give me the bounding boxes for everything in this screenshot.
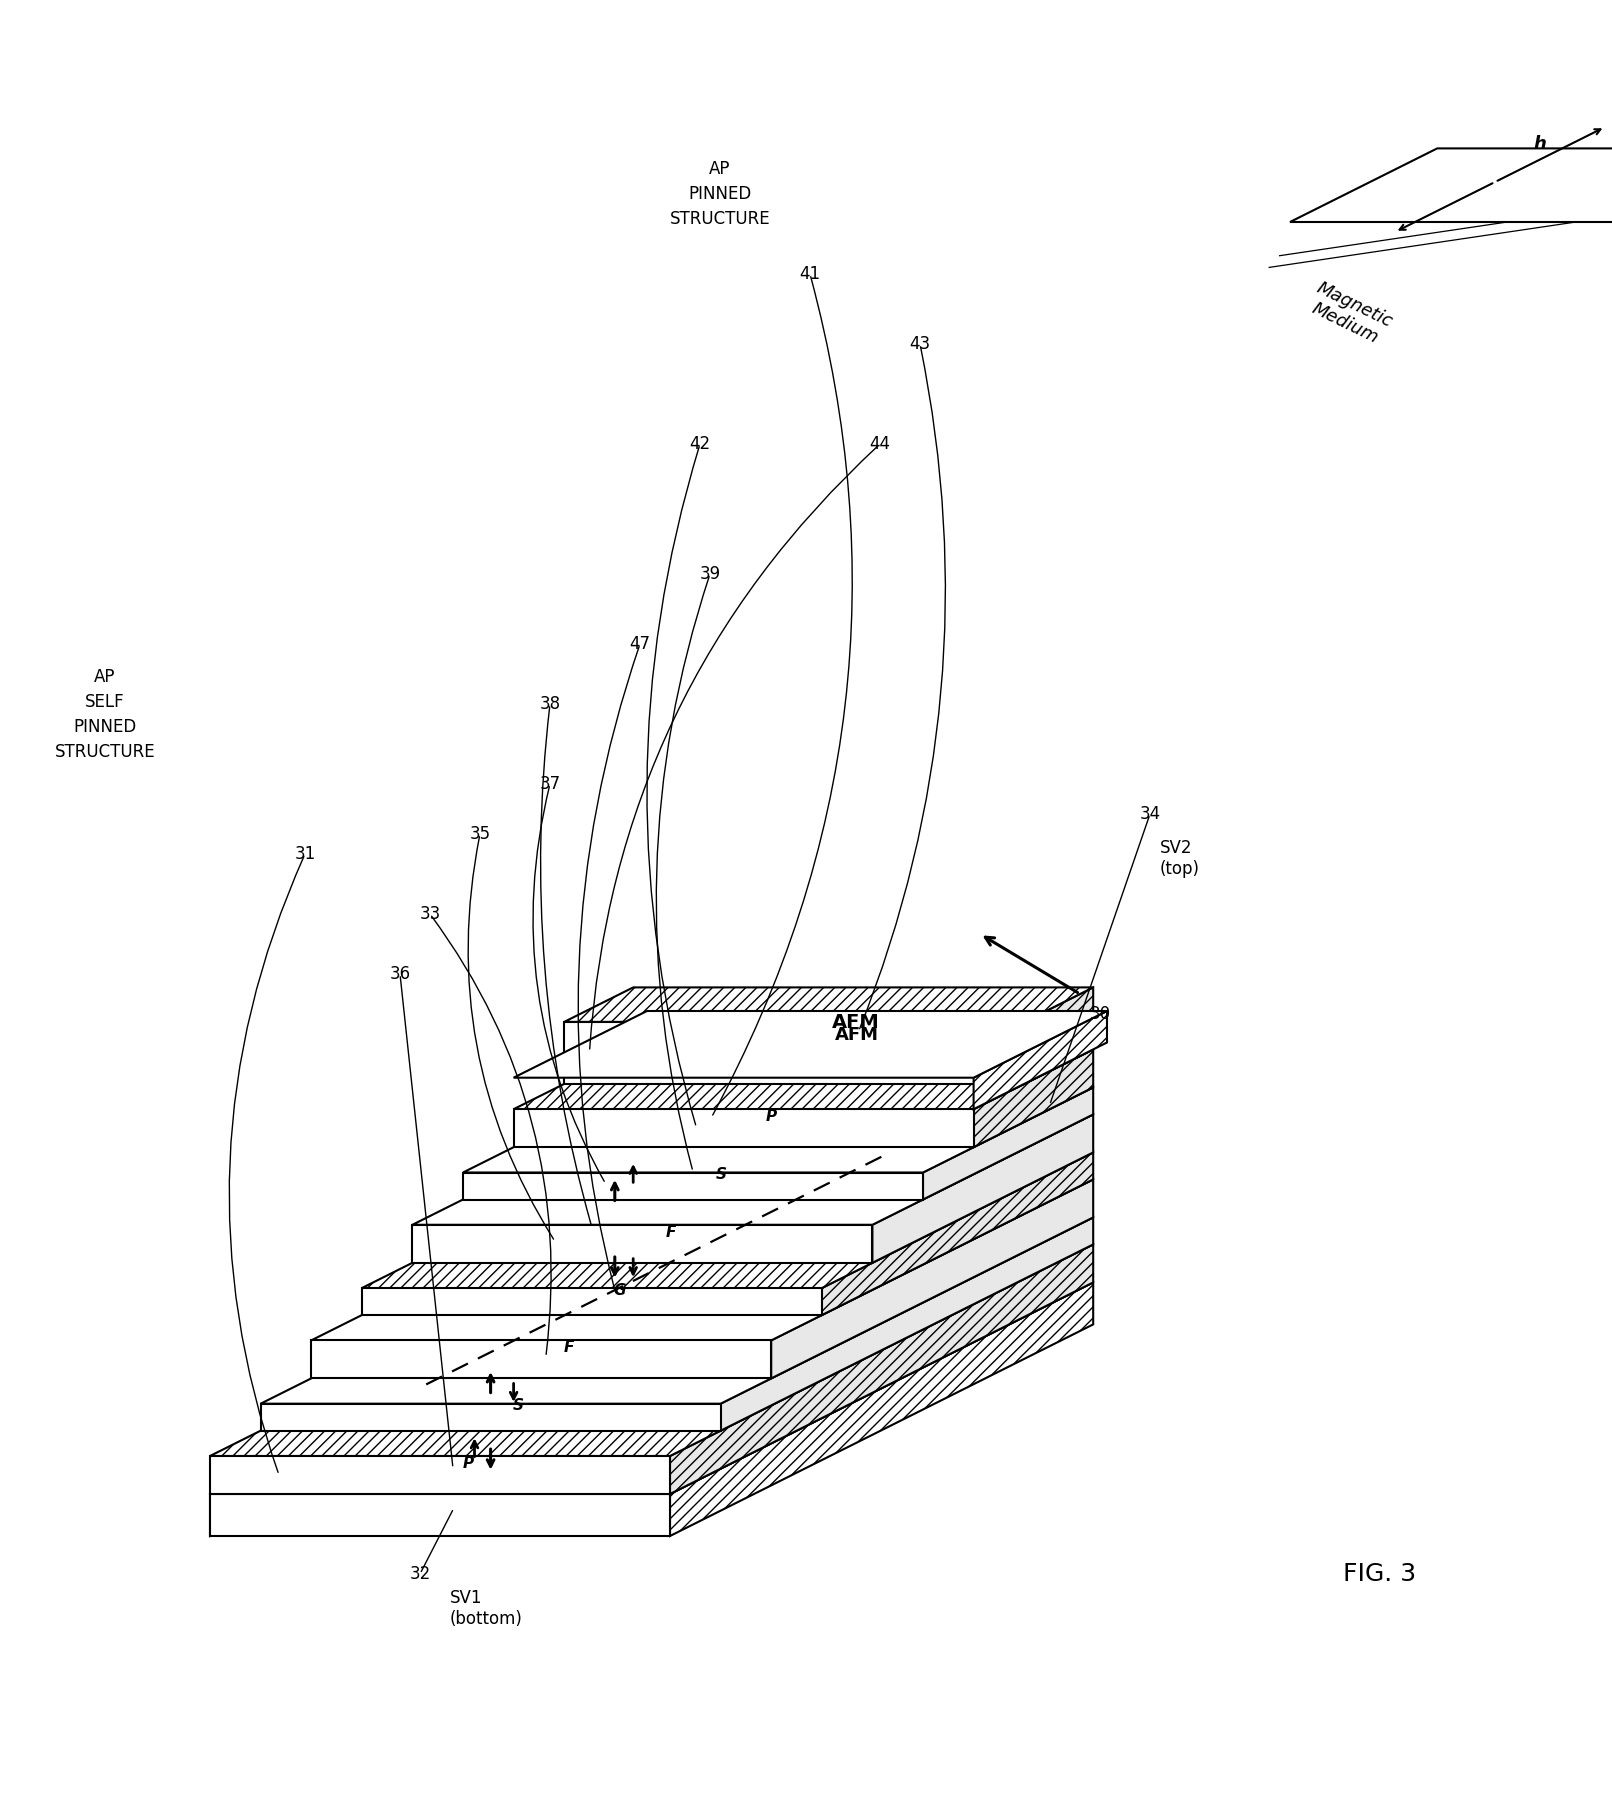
Text: 41: 41 <box>800 266 821 283</box>
Polygon shape <box>974 1049 1093 1146</box>
Polygon shape <box>771 1179 1093 1378</box>
Text: FIG. 3: FIG. 3 <box>1343 1563 1417 1586</box>
Polygon shape <box>311 1179 1093 1340</box>
Text: 47: 47 <box>630 635 651 653</box>
Polygon shape <box>311 1340 771 1378</box>
Polygon shape <box>261 1403 721 1430</box>
Text: 44: 44 <box>869 434 890 454</box>
Text: SV1
(bottom): SV1 (bottom) <box>450 1589 522 1627</box>
Text: F: F <box>666 1225 675 1240</box>
Text: 35: 35 <box>469 825 490 843</box>
Polygon shape <box>361 1288 822 1315</box>
Text: 42: 42 <box>690 434 711 454</box>
Polygon shape <box>463 1087 1093 1173</box>
Text: 31: 31 <box>295 845 316 863</box>
Polygon shape <box>974 1012 1107 1109</box>
Text: SV2
(top): SV2 (top) <box>1161 840 1199 877</box>
Text: 36: 36 <box>390 965 411 983</box>
Polygon shape <box>671 1245 1093 1494</box>
Text: P: P <box>463 1457 474 1471</box>
Text: 30: 30 <box>1090 1005 1111 1023</box>
Text: 32: 32 <box>409 1564 430 1582</box>
Text: AP
SELF
PINNED
STRUCTURE: AP SELF PINNED STRUCTURE <box>55 667 155 761</box>
Text: S: S <box>716 1168 727 1182</box>
Text: F: F <box>564 1340 574 1356</box>
Text: Magnetic
Medium: Magnetic Medium <box>1304 278 1396 350</box>
Text: G: G <box>614 1283 625 1297</box>
Polygon shape <box>210 1457 671 1494</box>
Text: AP
PINNED
STRUCTURE: AP PINNED STRUCTURE <box>669 160 771 228</box>
Text: S: S <box>513 1398 524 1414</box>
Text: 39: 39 <box>700 565 721 583</box>
Polygon shape <box>721 1218 1093 1430</box>
Polygon shape <box>210 1283 1093 1494</box>
Polygon shape <box>413 1114 1093 1225</box>
Text: AFM: AFM <box>835 1026 879 1044</box>
Text: AFM: AFM <box>832 1012 880 1032</box>
Text: 34: 34 <box>1140 806 1161 823</box>
Text: 37: 37 <box>540 775 561 793</box>
Polygon shape <box>361 1152 1093 1288</box>
Polygon shape <box>261 1218 1093 1403</box>
Polygon shape <box>413 1225 872 1263</box>
Text: 43: 43 <box>909 335 930 353</box>
Polygon shape <box>564 1023 1024 1084</box>
Polygon shape <box>872 1114 1093 1263</box>
Polygon shape <box>1024 987 1093 1084</box>
Polygon shape <box>210 1283 634 1536</box>
Polygon shape <box>1290 149 1612 222</box>
Text: h: h <box>1533 135 1546 152</box>
Polygon shape <box>924 1087 1093 1200</box>
Polygon shape <box>463 1173 924 1200</box>
Polygon shape <box>514 1049 1093 1109</box>
Text: P: P <box>766 1109 777 1125</box>
Polygon shape <box>514 1109 974 1146</box>
Polygon shape <box>514 1012 1107 1078</box>
Polygon shape <box>564 987 1093 1023</box>
Text: 33: 33 <box>419 904 440 922</box>
Text: 38: 38 <box>540 694 561 712</box>
Polygon shape <box>671 1283 1093 1536</box>
Polygon shape <box>210 1494 671 1536</box>
Polygon shape <box>822 1152 1093 1315</box>
Polygon shape <box>210 1245 1093 1457</box>
